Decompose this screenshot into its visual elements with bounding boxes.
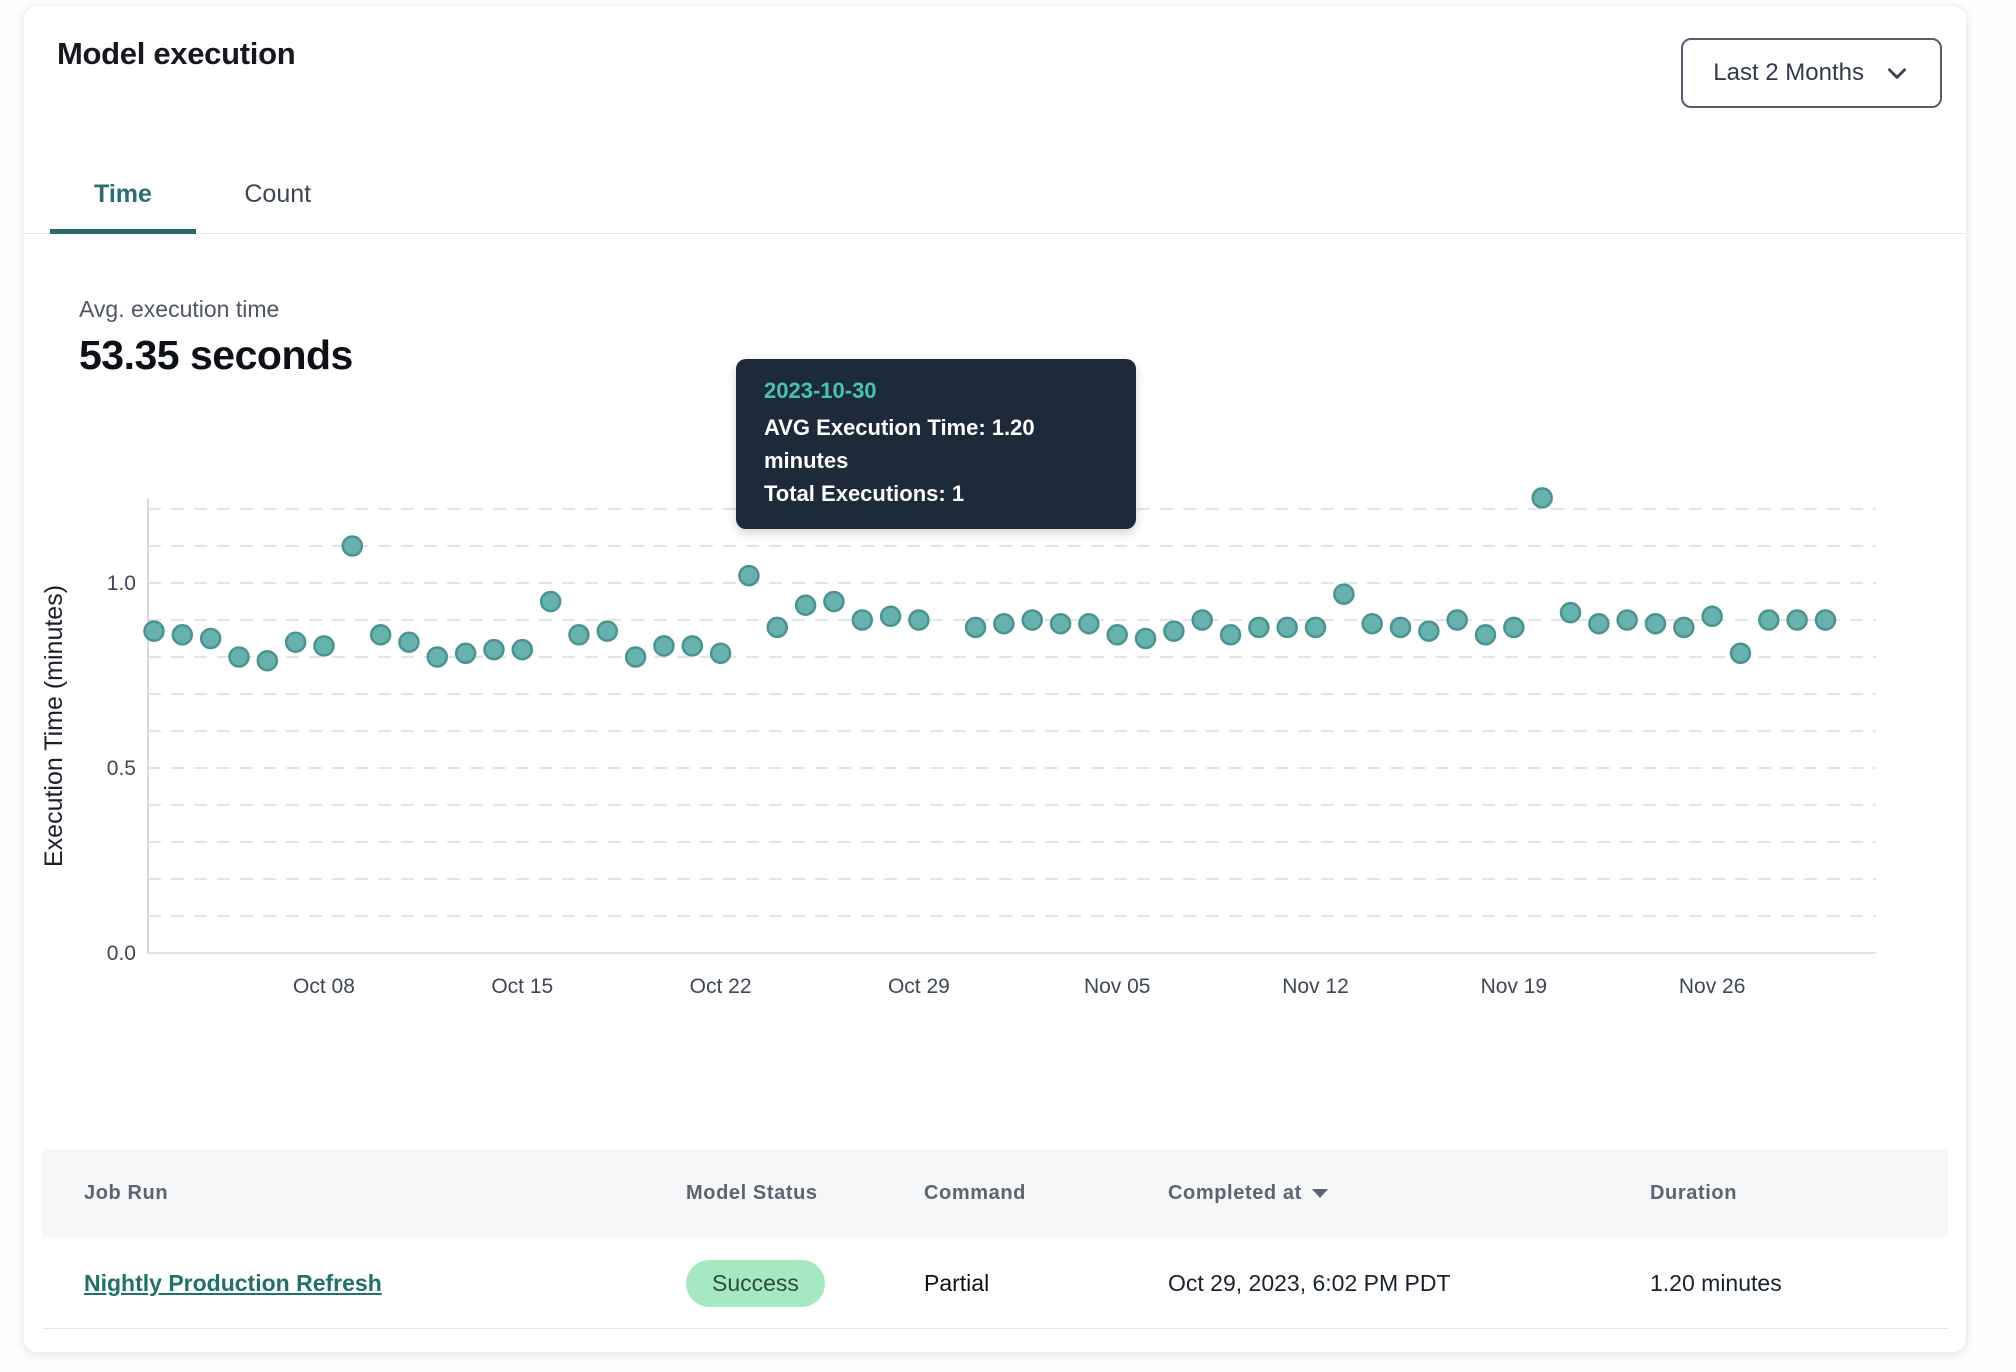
avg-execution-time-value: 53.35 seconds bbox=[79, 332, 353, 378]
tooltip-avg-execution-time: AVG Execution Time: 1.20 minutes bbox=[764, 415, 1035, 473]
svg-text:1.0: 1.0 bbox=[107, 572, 136, 595]
tabs: Time Count bbox=[24, 158, 1966, 234]
job-runs-table: Job Run Model Status Command Completed a… bbox=[42, 1149, 1948, 1329]
model-execution-card: Model execution Last 2 Months Time Count… bbox=[23, 5, 1967, 1353]
tooltip-date: 2023-10-30 bbox=[764, 378, 877, 403]
chevron-down-icon bbox=[1884, 60, 1910, 86]
date-range-label: Last 2 Months bbox=[1713, 59, 1864, 86]
status-badge: Success bbox=[686, 1260, 825, 1307]
table-row: Nightly Production Refresh Success Parti… bbox=[42, 1239, 1948, 1329]
duration-cell: 1.20 minutes bbox=[1650, 1270, 1782, 1296]
svg-text:Oct 29: Oct 29 bbox=[888, 975, 950, 998]
page-title: Model execution bbox=[57, 36, 296, 71]
column-header-completed-at[interactable]: Completed at bbox=[1168, 1182, 1650, 1205]
column-header-duration: Duration bbox=[1650, 1181, 1738, 1204]
svg-text:Nov 12: Nov 12 bbox=[1282, 975, 1349, 998]
svg-text:Nov 26: Nov 26 bbox=[1679, 975, 1746, 998]
svg-text:Oct 08: Oct 08 bbox=[293, 975, 355, 998]
completed-at-cell: Oct 29, 2023, 6:02 PM PDT bbox=[1168, 1270, 1451, 1296]
avg-execution-time-label: Avg. execution time bbox=[79, 296, 280, 322]
date-range-dropdown[interactable]: Last 2 Months bbox=[1681, 38, 1942, 108]
svg-text:Nov 19: Nov 19 bbox=[1481, 975, 1548, 998]
svg-text:0.0: 0.0 bbox=[107, 942, 136, 965]
execution-time-chart[interactable]: 0.0 0.5 1.0 Oct 08 Oct 15 Oct 22 Oct 29 Nov 05 N… bbox=[24, 461, 1968, 1051]
tooltip-total-executions: Total Executions: 1 bbox=[764, 481, 965, 506]
svg-text:Nov 05: Nov 05 bbox=[1084, 975, 1151, 998]
svg-text:Execution Time (minutes): Execution Time (minutes) bbox=[40, 585, 68, 867]
command-cell: Partial bbox=[924, 1270, 990, 1296]
tab-time[interactable]: Time bbox=[50, 158, 196, 234]
tab-count[interactable]: Count bbox=[244, 180, 312, 208]
svg-text:Oct 15: Oct 15 bbox=[491, 975, 553, 998]
svg-text:0.5: 0.5 bbox=[107, 757, 136, 780]
job-run-link[interactable]: Nightly Production Refresh bbox=[84, 1270, 382, 1296]
column-header-model-status: Model Status bbox=[686, 1181, 818, 1204]
chart-tooltip: 2023-10-30 AVG Execution Time: 1.20 minu… bbox=[736, 359, 1136, 529]
column-header-command: Command bbox=[924, 1181, 1026, 1204]
sort-descending-icon bbox=[1311, 1188, 1328, 1198]
table-header-row: Job Run Model Status Command Completed a… bbox=[42, 1149, 1948, 1237]
column-header-job-run: Job Run bbox=[84, 1181, 169, 1204]
svg-text:Oct 22: Oct 22 bbox=[690, 975, 752, 998]
